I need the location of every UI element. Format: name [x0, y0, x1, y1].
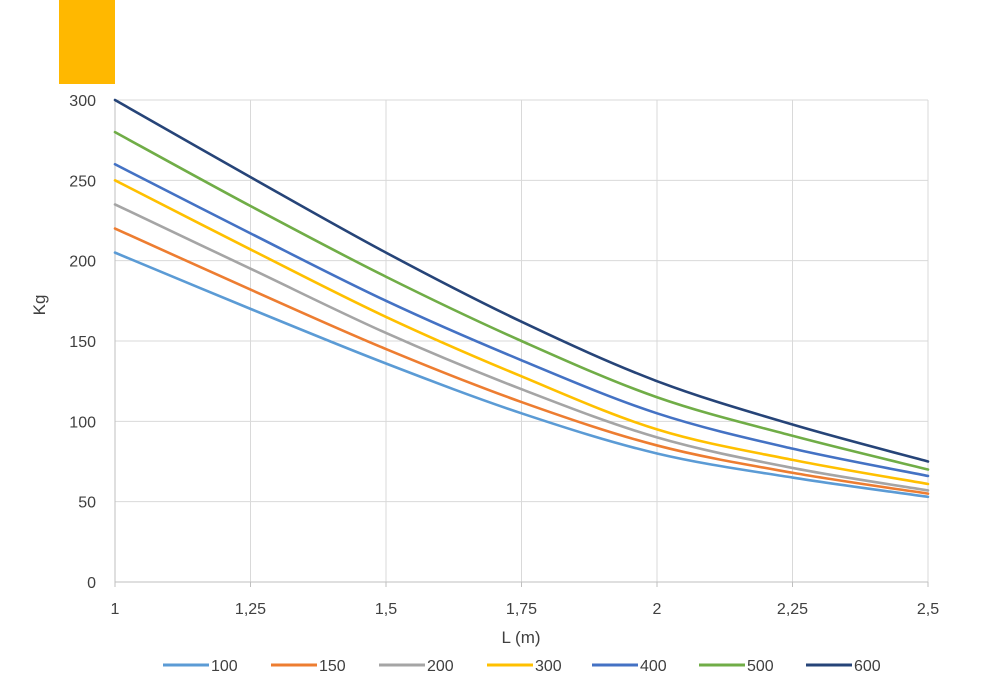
- y-tick-label: 300: [69, 93, 96, 110]
- series-line-150: [113, 227, 930, 495]
- y-tick-label: 200: [69, 254, 96, 271]
- y-tick-label: 50: [78, 495, 96, 512]
- x-tick-label: 2,5: [917, 601, 939, 618]
- x-axis-title: L (m): [501, 628, 540, 647]
- series-line-200: [113, 203, 930, 492]
- y-axis-title: Kg: [30, 295, 49, 316]
- legend-label-300: 300: [535, 658, 562, 675]
- legend-label-500: 500: [747, 658, 774, 675]
- y-tick-label: 0: [87, 575, 96, 592]
- x-tick-label: 2: [653, 601, 662, 618]
- series-line-600: [113, 98, 930, 463]
- x-tick-label: 1,5: [375, 601, 397, 618]
- y-tick-label: 250: [69, 173, 96, 190]
- y-tick-label: 100: [69, 414, 96, 431]
- legend: 100 150 200 300 400 500 600: [163, 658, 881, 675]
- series-line-100: [113, 251, 930, 499]
- accent-block: [59, 0, 115, 84]
- tick-labels: 0 50 100 150 200 250 300 1 1,25 1,5 1,75 2 2,25 2,5: [69, 93, 939, 618]
- legend-label-150: 150: [319, 658, 346, 675]
- series-line-500: [113, 130, 930, 471]
- x-tick-label: 1: [111, 601, 120, 618]
- series-line-400: [113, 162, 930, 478]
- legend-label-400: 400: [640, 658, 667, 675]
- x-tick-label: 2,25: [777, 601, 808, 618]
- legend-label-200: 200: [427, 658, 454, 675]
- series-lines: [113, 98, 930, 499]
- legend-label-100: 100: [211, 658, 238, 675]
- legend-label-600: 600: [854, 658, 881, 675]
- x-tick-label: 1,75: [506, 601, 537, 618]
- series-line-300: [113, 179, 930, 486]
- y-tick-label: 150: [69, 334, 96, 351]
- x-tick-label: 1,25: [235, 601, 266, 618]
